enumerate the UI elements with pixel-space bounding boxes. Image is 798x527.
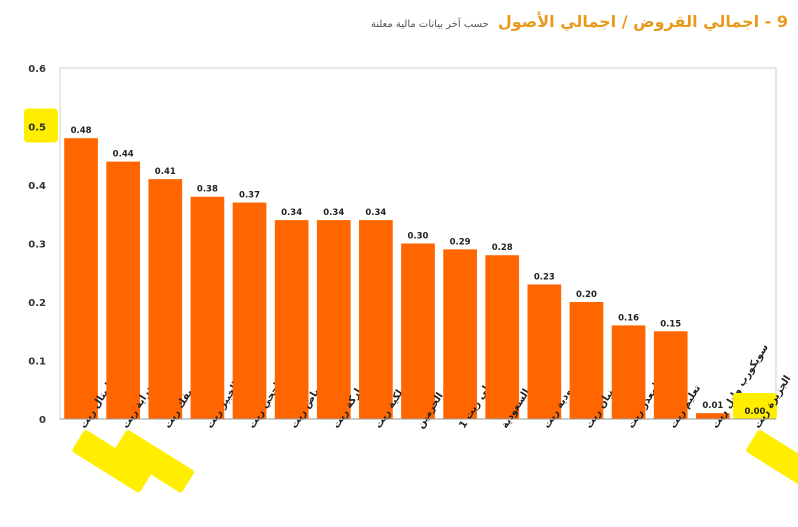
bar [232, 202, 267, 419]
data-label: 0.34 [281, 208, 302, 218]
y-tick-label: 0.5 [28, 123, 46, 134]
data-label: 0.00 [744, 407, 765, 417]
data-label: 0.41 [155, 167, 176, 177]
bar [64, 138, 98, 419]
data-label: 0.44 [113, 150, 134, 160]
data-label: 0.23 [534, 272, 555, 282]
data-label: 0.29 [450, 237, 471, 247]
y-tick-label: 0.1 [28, 357, 46, 368]
data-label: 0.20 [576, 290, 597, 300]
bar [190, 196, 225, 419]
bar [316, 220, 351, 419]
bar [106, 161, 141, 419]
data-label: 0.37 [239, 191, 260, 201]
bar [443, 249, 477, 419]
data-label: 0.01 [702, 401, 723, 411]
highlight-mark [732, 393, 777, 419]
data-label: 0.34 [365, 208, 386, 218]
y-tick-label: 0.3 [28, 240, 46, 251]
highlight-mark [114, 430, 194, 493]
data-label: 0.28 [492, 243, 513, 253]
bar [695, 413, 730, 419]
bar [611, 325, 646, 419]
bar [569, 302, 604, 419]
data-label: 0.16 [618, 313, 639, 323]
chart-subtitle: حسب آخر بيانات مالية معلنة [370, 19, 489, 30]
highlight-mark [72, 430, 152, 493]
data-label: 0.38 [197, 185, 218, 195]
data-label: 0.30 [408, 232, 429, 242]
highlight-mark [746, 430, 798, 493]
y-tick-label: 0.4 [28, 181, 46, 192]
bar [653, 331, 688, 419]
highlight-mark [24, 108, 58, 143]
data-label: 0.48 [71, 126, 92, 136]
bar [485, 255, 520, 419]
chart-header: 9 - اجمالي القروض / اجمالي الأصول حسب آخ… [371, 12, 788, 31]
bar [527, 284, 562, 419]
bar [359, 220, 393, 419]
y-tick-label: 0.2 [28, 298, 46, 309]
bar [148, 179, 183, 419]
chart-title: 9 - اجمالي القروض / اجمالي الأصول [497, 12, 788, 31]
data-label: 0.34 [323, 208, 344, 218]
data-label: 0.15 [660, 319, 681, 329]
bar [274, 220, 309, 419]
bar [401, 243, 435, 419]
y-tick-label: 0.6 [28, 64, 46, 75]
y-tick-label: 0 [39, 415, 46, 426]
